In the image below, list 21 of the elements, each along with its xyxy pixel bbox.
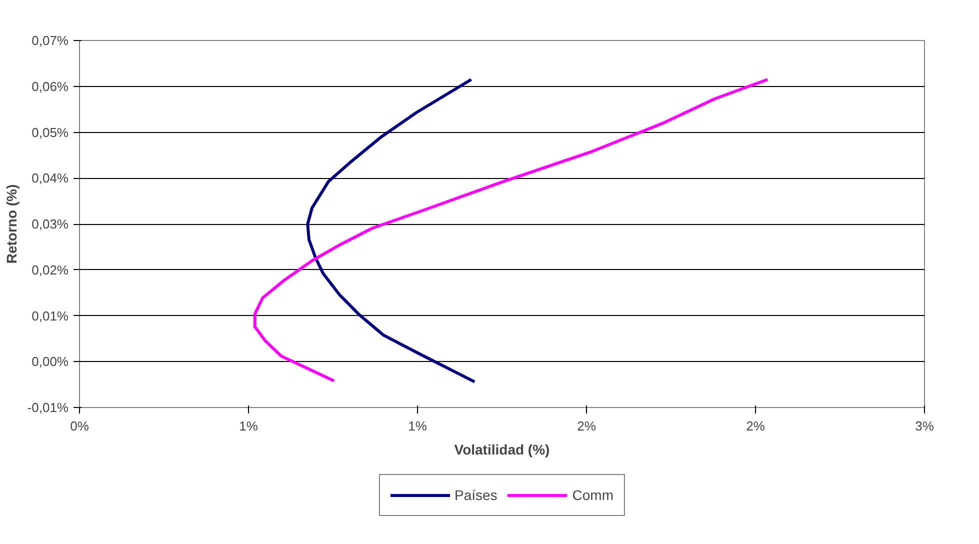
y-tick-label: 0,03% — [32, 216, 69, 232]
x-tick-label: 1% — [239, 418, 258, 434]
y-tick-label: 0,04% — [32, 170, 69, 186]
y-tick-label: 0,07% — [32, 33, 69, 48]
y-tick-label: 0,01% — [32, 308, 69, 324]
legend-label: Países — [454, 487, 498, 503]
legend-label: Comm — [572, 487, 614, 503]
x-tick-label: 1% — [408, 418, 428, 434]
line-series — [306, 78, 476, 384]
x-tick-label: 2% — [577, 418, 596, 434]
y-tick-label: -0,01% — [27, 400, 69, 415]
x-tick-label: 3% — [915, 418, 934, 434]
x-tick-label: 0% — [70, 418, 90, 434]
line-series — [253, 78, 770, 382]
y-axis-title: Retorno (%) — [3, 184, 20, 264]
x-axis-title: Volatilidad (%) — [454, 442, 550, 458]
y-tick-label: 0,02% — [32, 262, 69, 278]
y-tick-label: 0,05% — [32, 124, 69, 140]
y-tick-label: 0,00% — [32, 354, 69, 370]
x-tick-label: 2% — [746, 418, 766, 434]
y-tick-label: 0,06% — [32, 78, 69, 94]
